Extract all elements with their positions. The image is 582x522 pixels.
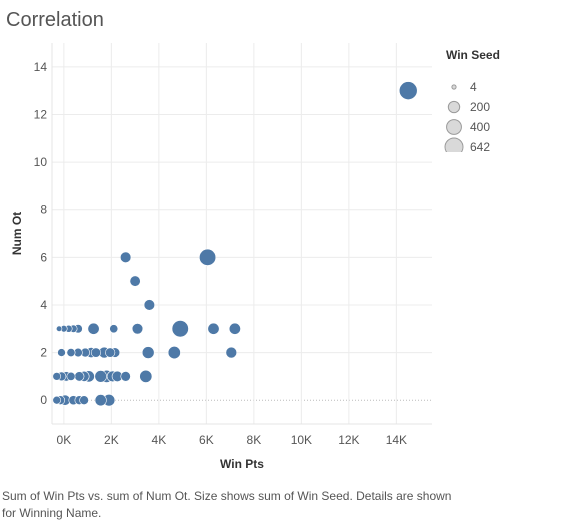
size-legend-label: 642 bbox=[470, 140, 490, 152]
scatter-point[interactable] bbox=[52, 395, 62, 405]
scatter-point[interactable] bbox=[228, 322, 241, 335]
scatter-point[interactable] bbox=[207, 322, 220, 335]
scatter-point[interactable] bbox=[129, 275, 141, 287]
y-tick-label: 6 bbox=[40, 250, 47, 264]
scatter-point[interactable] bbox=[139, 369, 153, 383]
size-legend-entries: 4 200 400 642 bbox=[444, 80, 490, 157]
scatter-point[interactable] bbox=[57, 348, 66, 357]
chart-title: Correlation bbox=[6, 9, 104, 31]
x-tick-label: 0K bbox=[57, 433, 72, 447]
data-points bbox=[52, 81, 418, 407]
grid-lines bbox=[51, 43, 432, 425]
plot-area bbox=[52, 43, 432, 424]
scatter-point[interactable] bbox=[141, 346, 155, 359]
scatter-point[interactable] bbox=[120, 371, 131, 382]
scatter-point[interactable] bbox=[52, 372, 62, 381]
x-tick-label: 4K bbox=[152, 433, 167, 447]
y-tick-label: 0 bbox=[40, 393, 47, 407]
scatter-point[interactable] bbox=[225, 346, 238, 359]
scatter-point[interactable] bbox=[398, 81, 418, 100]
y-tick-label: 2 bbox=[40, 346, 47, 360]
y-tick-label: 14 bbox=[34, 60, 48, 74]
scatter-point[interactable] bbox=[90, 347, 101, 358]
scatter-point[interactable] bbox=[66, 371, 76, 381]
x-tick-label: 14K bbox=[386, 433, 407, 447]
x-axis-label: Win Pts bbox=[220, 457, 264, 471]
scatter-point[interactable] bbox=[94, 394, 107, 407]
size-legend-circle bbox=[447, 100, 461, 114]
y-tick-label: 8 bbox=[40, 203, 47, 217]
y-axis-label: Num Ot bbox=[10, 212, 24, 255]
scatter-point[interactable] bbox=[105, 347, 116, 358]
size-legend-label: 200 bbox=[470, 100, 490, 114]
x-tick-label: 12K bbox=[338, 433, 359, 447]
size-legend-title: Win Seed bbox=[446, 48, 500, 62]
scatter-point[interactable] bbox=[109, 324, 119, 334]
size-legend-circle bbox=[446, 119, 462, 135]
axis-ticks: 0 2 4 6 8 10 12 14 0K 2K 4K 6K 8K 10K 12K 14K bbox=[34, 60, 407, 447]
scatter-point[interactable] bbox=[171, 320, 189, 338]
x-tick-label: 8K bbox=[247, 433, 262, 447]
y-tick-label: 10 bbox=[34, 155, 48, 169]
size-legend-circle bbox=[444, 137, 464, 157]
scatter-point[interactable] bbox=[66, 348, 76, 358]
size-legend-circle bbox=[451, 84, 457, 90]
scatter-point[interactable] bbox=[74, 371, 85, 382]
size-legend-label: 4 bbox=[470, 80, 477, 94]
y-tick-label: 4 bbox=[40, 298, 47, 312]
scatter-point[interactable] bbox=[143, 299, 156, 311]
x-tick-label: 10K bbox=[291, 433, 312, 447]
scatter-point[interactable] bbox=[119, 251, 132, 263]
scatter-point[interactable] bbox=[87, 322, 100, 335]
y-tick-label: 12 bbox=[34, 107, 48, 121]
x-tick-label: 6K bbox=[199, 433, 214, 447]
scatter-point[interactable] bbox=[199, 248, 217, 266]
scatter-point[interactable] bbox=[94, 370, 107, 383]
scatter-point[interactable] bbox=[56, 325, 63, 332]
scatter-point[interactable] bbox=[167, 346, 181, 360]
scatter-point[interactable] bbox=[131, 323, 144, 335]
scatter-point[interactable] bbox=[79, 395, 89, 405]
size-legend-label: 400 bbox=[470, 120, 490, 134]
size-legend: Win Seed 4 200 400 642 bbox=[440, 48, 560, 157]
x-tick-label: 2K bbox=[104, 433, 119, 447]
chart-caption: Sum of Win Pts vs. sum of Num Ot. Size s… bbox=[2, 489, 452, 520]
